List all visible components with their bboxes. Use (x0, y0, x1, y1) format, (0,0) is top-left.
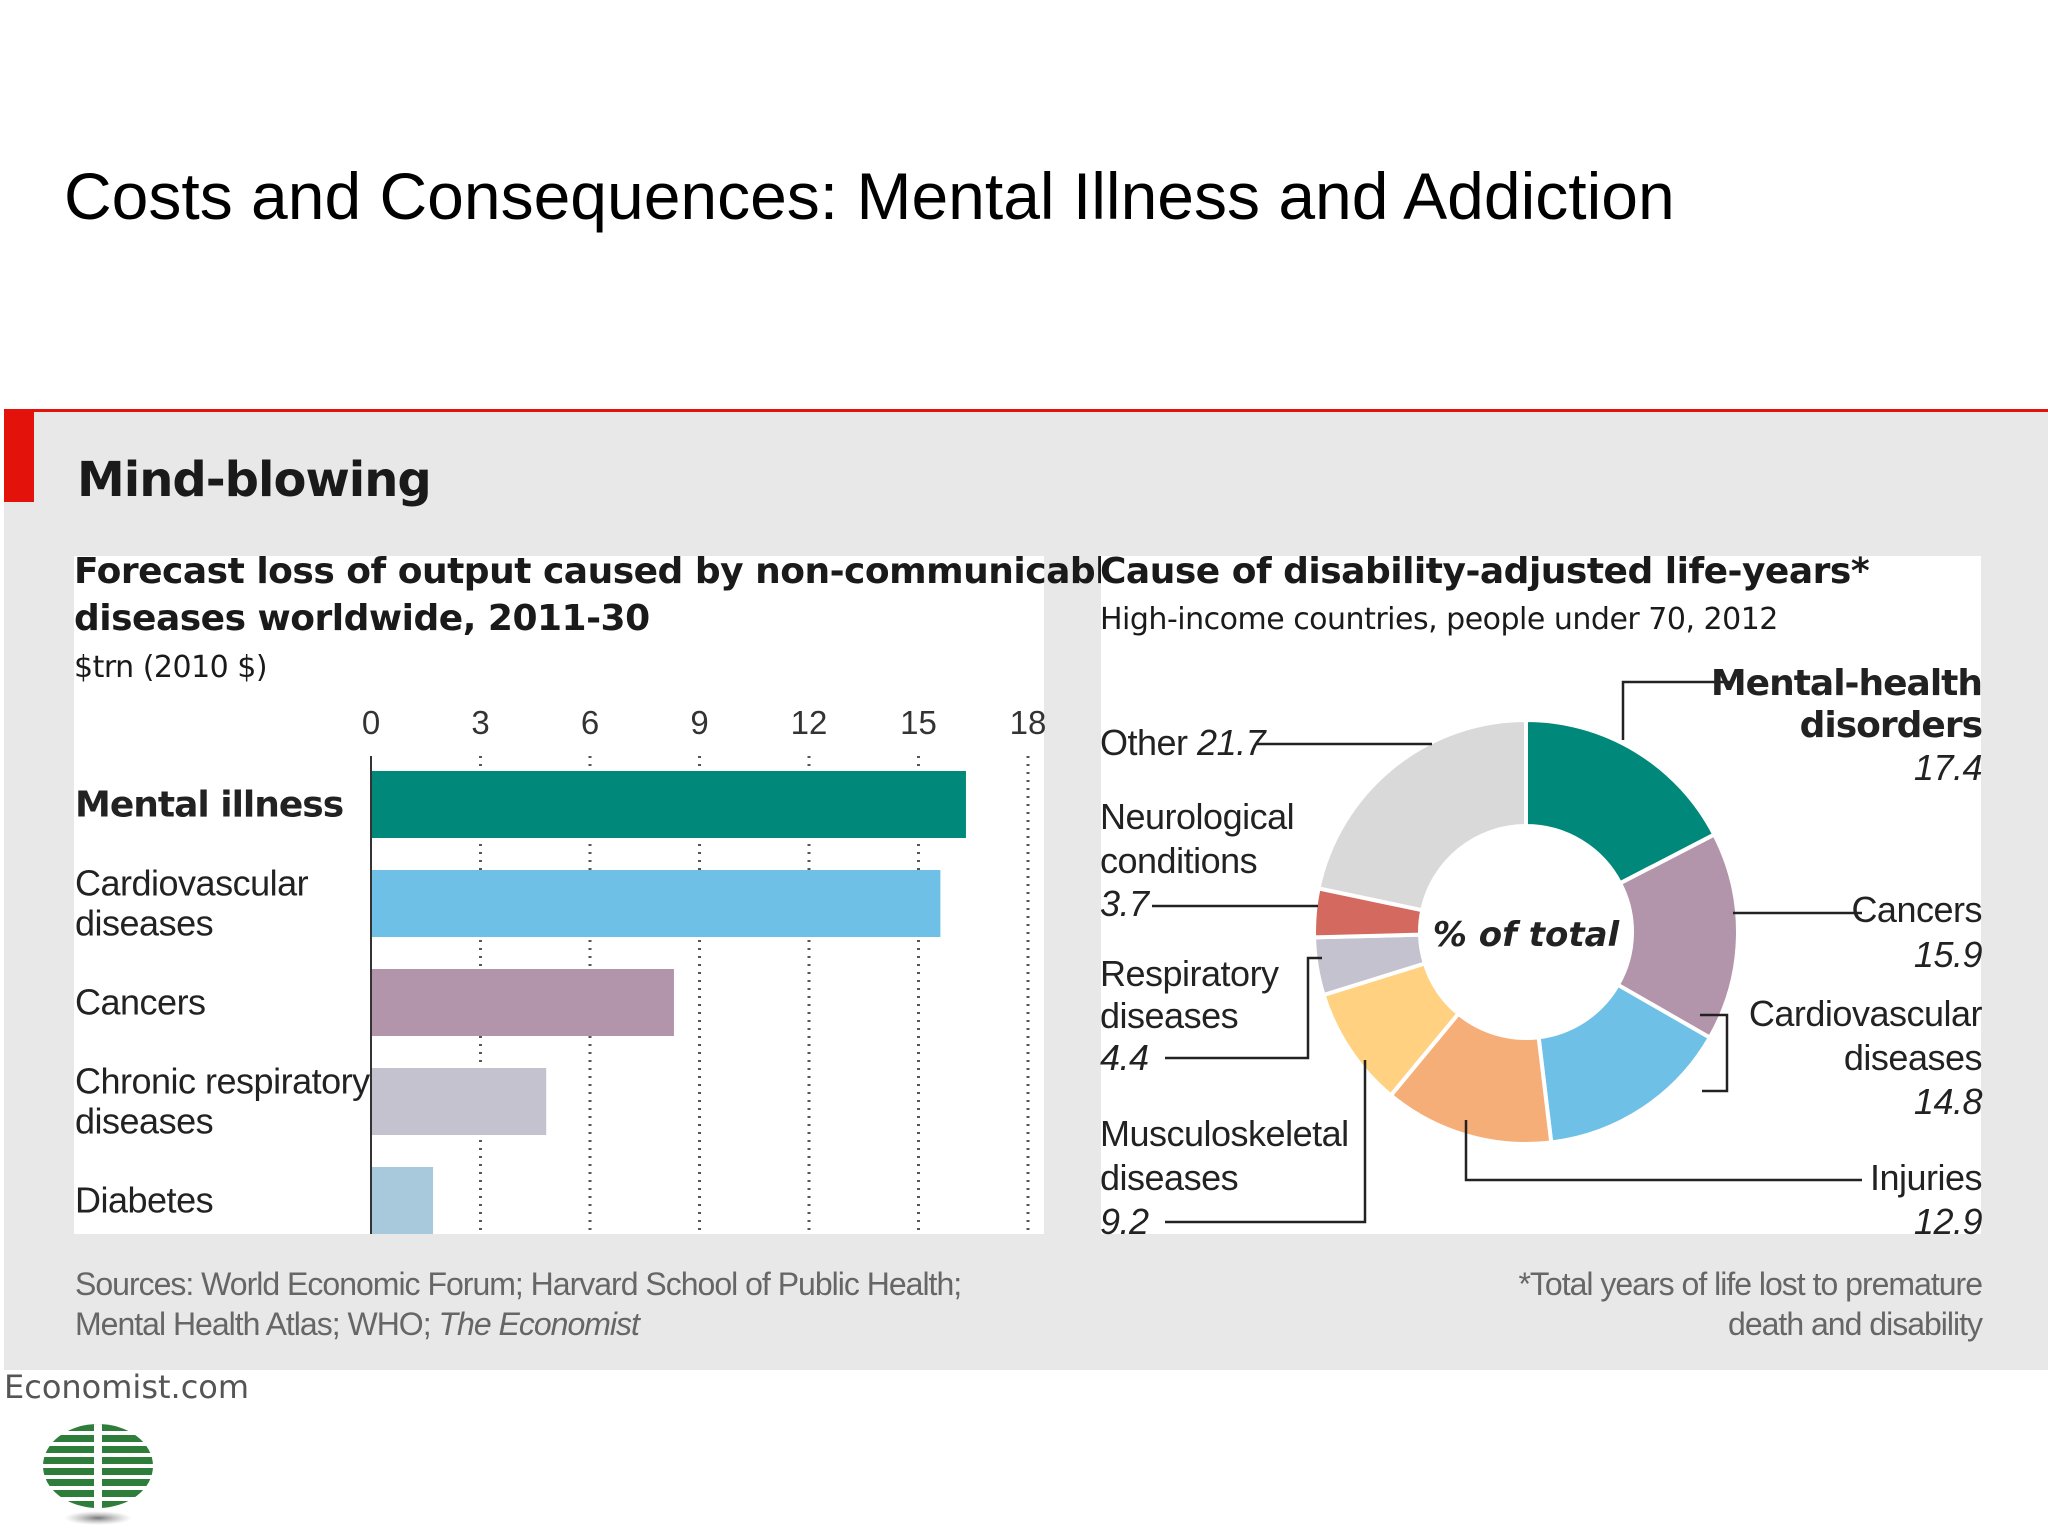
slice-value: 21.7 (1196, 722, 1268, 763)
donut-slice-1 (1615, 831, 1740, 1041)
donut-slice-0 (1524, 717, 1717, 886)
source-publication: The Economist (438, 1306, 639, 1342)
slice-value: 17.4 (1914, 747, 1982, 788)
source-note: Sources: World Economic Forum; Harvard S… (75, 1264, 962, 1344)
slice-value: 12.9 (1914, 1201, 1983, 1242)
category-label: Cancers (75, 982, 206, 1023)
footnote: *Total years of life lost to premature d… (1518, 1264, 1983, 1344)
bar-chart-unit: $trn (2010 $) (74, 650, 268, 685)
footnote-line-2: death and disability (1728, 1306, 1983, 1342)
donut-chart-subtitle: High-income countries, people under 70, … (1100, 602, 1778, 637)
category-label: Chronic respiratory (75, 1061, 370, 1102)
source-credit: Economist.com (4, 1368, 250, 1406)
x-tick-label: 3 (471, 704, 489, 741)
x-tick-label: 6 (581, 704, 599, 741)
slice-label: Other 21.7 (1100, 722, 1268, 763)
category-label: Cardiovascular (75, 863, 309, 904)
x-tick-label: 0 (362, 704, 380, 741)
bar-2 (372, 969, 674, 1036)
leader-line (1165, 956, 1322, 1060)
slice-label: Cancers (1851, 889, 1982, 930)
slide-title: Costs and Consequences: Mental Illness a… (64, 159, 1675, 233)
brand-tab (4, 409, 34, 502)
source-line-2-text: Mental Health Atlas; WHO; (75, 1306, 439, 1342)
slice-label: diseases (1100, 995, 1238, 1036)
panel-title: Mind-blowing (77, 452, 432, 508)
x-tick-label: 15 (900, 704, 937, 741)
donut-chart-title: Cause of disability-adjusted life-years* (1100, 551, 1870, 592)
slice-label: conditions (1100, 840, 1257, 881)
bar-chart-title-line-2: diseases worldwide, 2011-30 (74, 598, 650, 639)
source-line-2: Mental Health Atlas; WHO; The Economist (75, 1304, 961, 1344)
leader-line (1700, 1013, 1729, 1093)
x-tick-label: 18 (1010, 704, 1047, 741)
source-line-1: Sources: World Economic Forum; Harvard S… (75, 1266, 962, 1302)
x-tick-label: 9 (690, 704, 708, 741)
slice-label: Respiratory (1100, 953, 1279, 994)
footnote-line-1: *Total years of life lost to premature (1518, 1266, 1983, 1302)
donut-slice-2 (1536, 982, 1713, 1145)
bar-4 (372, 1167, 434, 1234)
slice-value: 14.8 (1914, 1081, 1983, 1122)
leader-line (1464, 1120, 1862, 1182)
slice-label: diseases (1100, 1157, 1238, 1198)
slice-label-text: Other (1100, 722, 1197, 763)
donut-slice-7 (1316, 717, 1528, 913)
slice-label: Neurological (1100, 796, 1294, 837)
slice-label: Injuries (1870, 1157, 1982, 1198)
slice-value: 15.9 (1914, 934, 1983, 975)
leader-line (1621, 680, 1732, 740)
x-tick-label: 12 (791, 704, 828, 741)
bar-3 (372, 1068, 547, 1135)
slice-value: 3.7 (1100, 883, 1151, 924)
bar-chart-title-line-1: Forecast loss of output caused by non-co… (74, 551, 1131, 592)
category-label: Mental illness (75, 785, 343, 826)
slice-label: Musculoskeletal (1100, 1113, 1349, 1154)
leader-line (1165, 1060, 1367, 1224)
bar-1 (372, 870, 941, 937)
slice-label: disorders (1800, 705, 1982, 746)
bar-0 (372, 771, 966, 838)
donut-center-label: % of total (1433, 915, 1621, 955)
category-label: diseases (75, 1101, 213, 1142)
slice-value: 4.4 (1100, 1037, 1149, 1078)
slice-value: 9.2 (1100, 1201, 1149, 1242)
category-label: Diabetes (75, 1180, 213, 1221)
slice-label: Mental-health (1711, 663, 1982, 704)
category-label: diseases (75, 903, 213, 944)
slice-label: Cardiovascular (1749, 993, 1983, 1034)
globe-logo-icon (43, 1424, 153, 1525)
slice-label: diseases (1844, 1037, 1982, 1078)
